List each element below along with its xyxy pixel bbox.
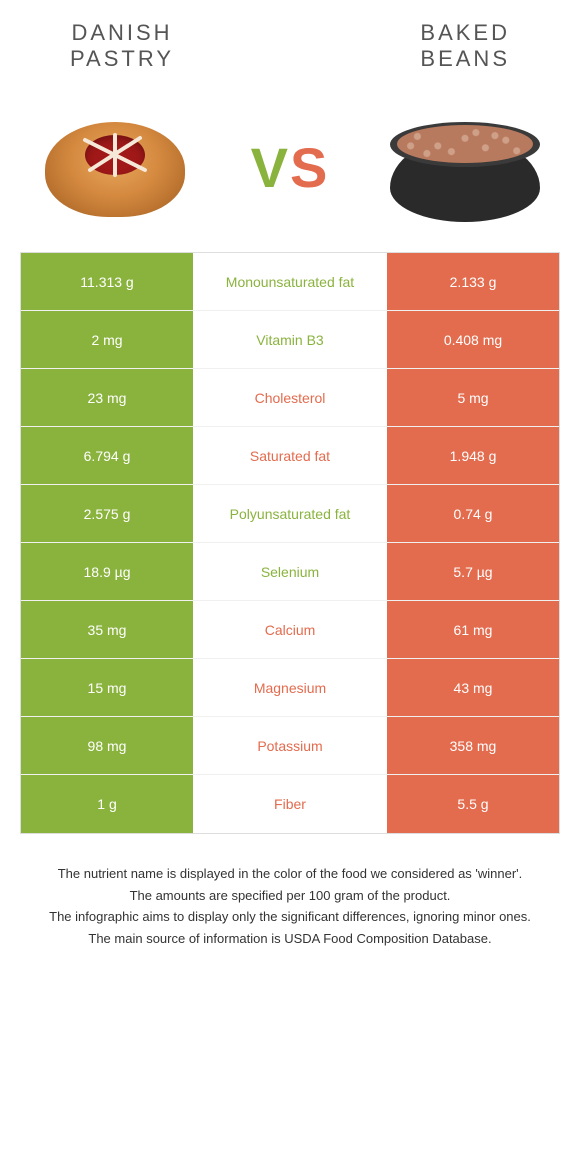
left-value-cell: 2.575 g — [21, 485, 193, 542]
nutrient-label: Saturated fat — [193, 427, 387, 484]
nutrient-label: Fiber — [193, 775, 387, 833]
right-value-cell: 358 mg — [387, 717, 559, 774]
nutrient-row: 15 mgMagnesium43 mg — [21, 659, 559, 717]
left-value-cell: 6.794 g — [21, 427, 193, 484]
titles-row: DANISH PASTRY BAKED BEANS — [0, 0, 580, 82]
right-value-cell: 1.948 g — [387, 427, 559, 484]
right-value-cell: 5.7 µg — [387, 543, 559, 600]
right-value-cell: 43 mg — [387, 659, 559, 716]
right-value-cell: 0.74 g — [387, 485, 559, 542]
footer-line: The infographic aims to display only the… — [30, 907, 550, 927]
footer-notes: The nutrient name is displayed in the co… — [30, 864, 550, 950]
left-title-line2: PASTRY — [70, 46, 174, 72]
left-value-cell: 35 mg — [21, 601, 193, 658]
nutrient-row: 1 gFiber5.5 g — [21, 775, 559, 833]
right-value-cell: 5.5 g — [387, 775, 559, 833]
nutrient-label: Calcium — [193, 601, 387, 658]
nutrient-label: Potassium — [193, 717, 387, 774]
left-value-cell: 98 mg — [21, 717, 193, 774]
vs-letter-s: S — [290, 136, 329, 199]
right-food-title: BAKED BEANS — [420, 20, 510, 72]
right-value-cell: 61 mg — [387, 601, 559, 658]
nutrient-label: Cholesterol — [193, 369, 387, 426]
images-row: VS — [0, 82, 580, 252]
left-value-cell: 2 mg — [21, 311, 193, 368]
nutrient-label: Polyunsaturated fat — [193, 485, 387, 542]
baked-beans-icon — [390, 112, 540, 222]
right-value-cell: 5 mg — [387, 369, 559, 426]
nutrient-row: 35 mgCalcium61 mg — [21, 601, 559, 659]
left-value-cell: 11.313 g — [21, 253, 193, 310]
nutrient-row: 98 mgPotassium358 mg — [21, 717, 559, 775]
nutrient-row: 2 mgVitamin B30.408 mg — [21, 311, 559, 369]
right-food-image — [390, 112, 540, 222]
nutrient-label: Vitamin B3 — [193, 311, 387, 368]
vs-label: VS — [251, 135, 330, 200]
right-value-cell: 2.133 g — [387, 253, 559, 310]
nutrient-label: Monounsaturated fat — [193, 253, 387, 310]
right-value-cell: 0.408 mg — [387, 311, 559, 368]
nutrient-label: Magnesium — [193, 659, 387, 716]
left-value-cell: 23 mg — [21, 369, 193, 426]
nutrient-row: 11.313 gMonounsaturated fat2.133 g — [21, 253, 559, 311]
left-food-image — [40, 112, 190, 222]
footer-line: The nutrient name is displayed in the co… — [30, 864, 550, 884]
right-title-line1: BAKED — [420, 20, 510, 46]
nutrient-label: Selenium — [193, 543, 387, 600]
left-value-cell: 1 g — [21, 775, 193, 833]
danish-pastry-icon — [45, 117, 185, 217]
nutrient-row: 23 mgCholesterol5 mg — [21, 369, 559, 427]
nutrient-row: 18.9 µgSelenium5.7 µg — [21, 543, 559, 601]
nutrient-row: 2.575 gPolyunsaturated fat0.74 g — [21, 485, 559, 543]
nutrient-table: 11.313 gMonounsaturated fat2.133 g2 mgVi… — [20, 252, 560, 834]
left-title-line1: DANISH — [70, 20, 174, 46]
footer-line: The amounts are specified per 100 gram o… — [30, 886, 550, 906]
footer-line: The main source of information is USDA F… — [30, 929, 550, 949]
left-value-cell: 15 mg — [21, 659, 193, 716]
vs-letter-v: V — [251, 136, 290, 199]
left-value-cell: 18.9 µg — [21, 543, 193, 600]
nutrient-row: 6.794 gSaturated fat1.948 g — [21, 427, 559, 485]
left-food-title: DANISH PASTRY — [70, 20, 174, 72]
right-title-line2: BEANS — [420, 46, 510, 72]
